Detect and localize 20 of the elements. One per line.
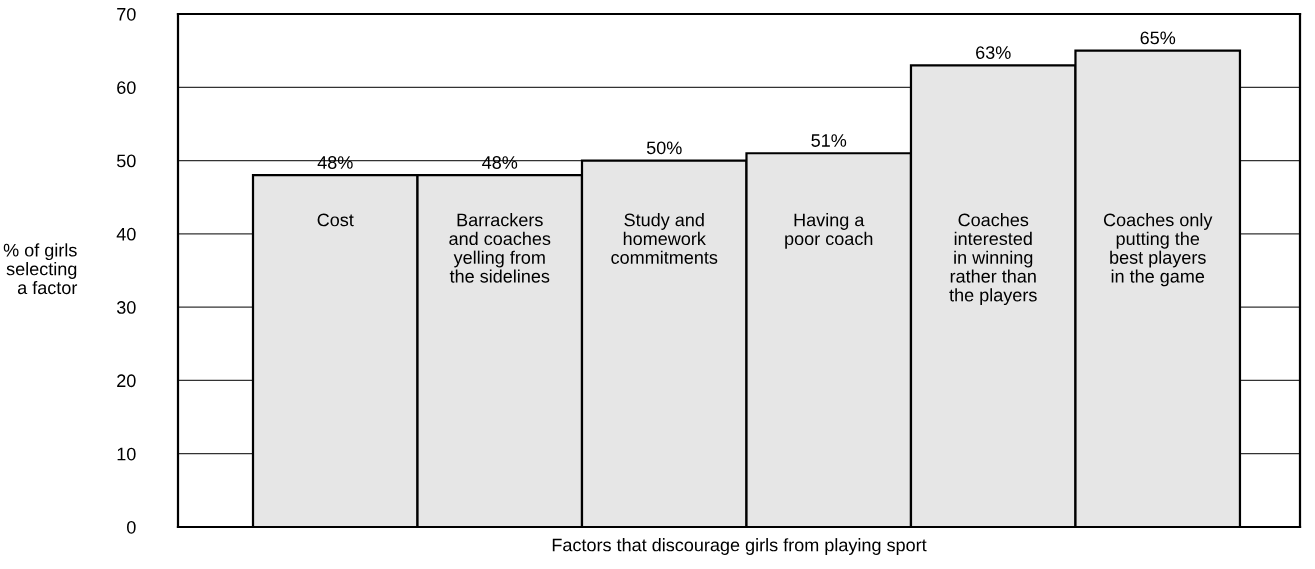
- data-label: 51%: [811, 134, 847, 147]
- x-tick-label: Cost: [317, 213, 354, 227]
- y-axis-title: % of girls selecting a factor: [3, 243, 78, 295]
- x-tick-label: Coaches only putting the best players in the game: [1103, 213, 1213, 287]
- data-label: 63%: [976, 46, 1011, 59]
- x-tick-label: Barrackers and coaches yelling from the sidelines: [449, 213, 551, 283]
- y-tick-label: 50: [116, 154, 136, 168]
- x-axis-title: Factors that discourage girls from playing sport: [552, 538, 927, 555]
- y-tick-label: 0: [127, 520, 136, 534]
- y-tick-label: 60: [117, 81, 136, 95]
- data-label: 65%: [1140, 31, 1176, 45]
- y-tick-label: 30: [116, 301, 136, 314]
- y-tick-label: 40: [116, 227, 136, 241]
- x-tick-label: Having a poor coach: [785, 213, 873, 249]
- x-tick-label: Coaches interested in winning rather than the players: [949, 213, 1037, 306]
- x-tick-label: Study and homework commitments: [611, 213, 718, 264]
- y-tick-label: 70: [117, 7, 136, 21]
- y-tick-label: 10: [117, 447, 136, 461]
- y-tick-label: 20: [117, 374, 136, 388]
- data-label: 50%: [646, 141, 682, 155]
